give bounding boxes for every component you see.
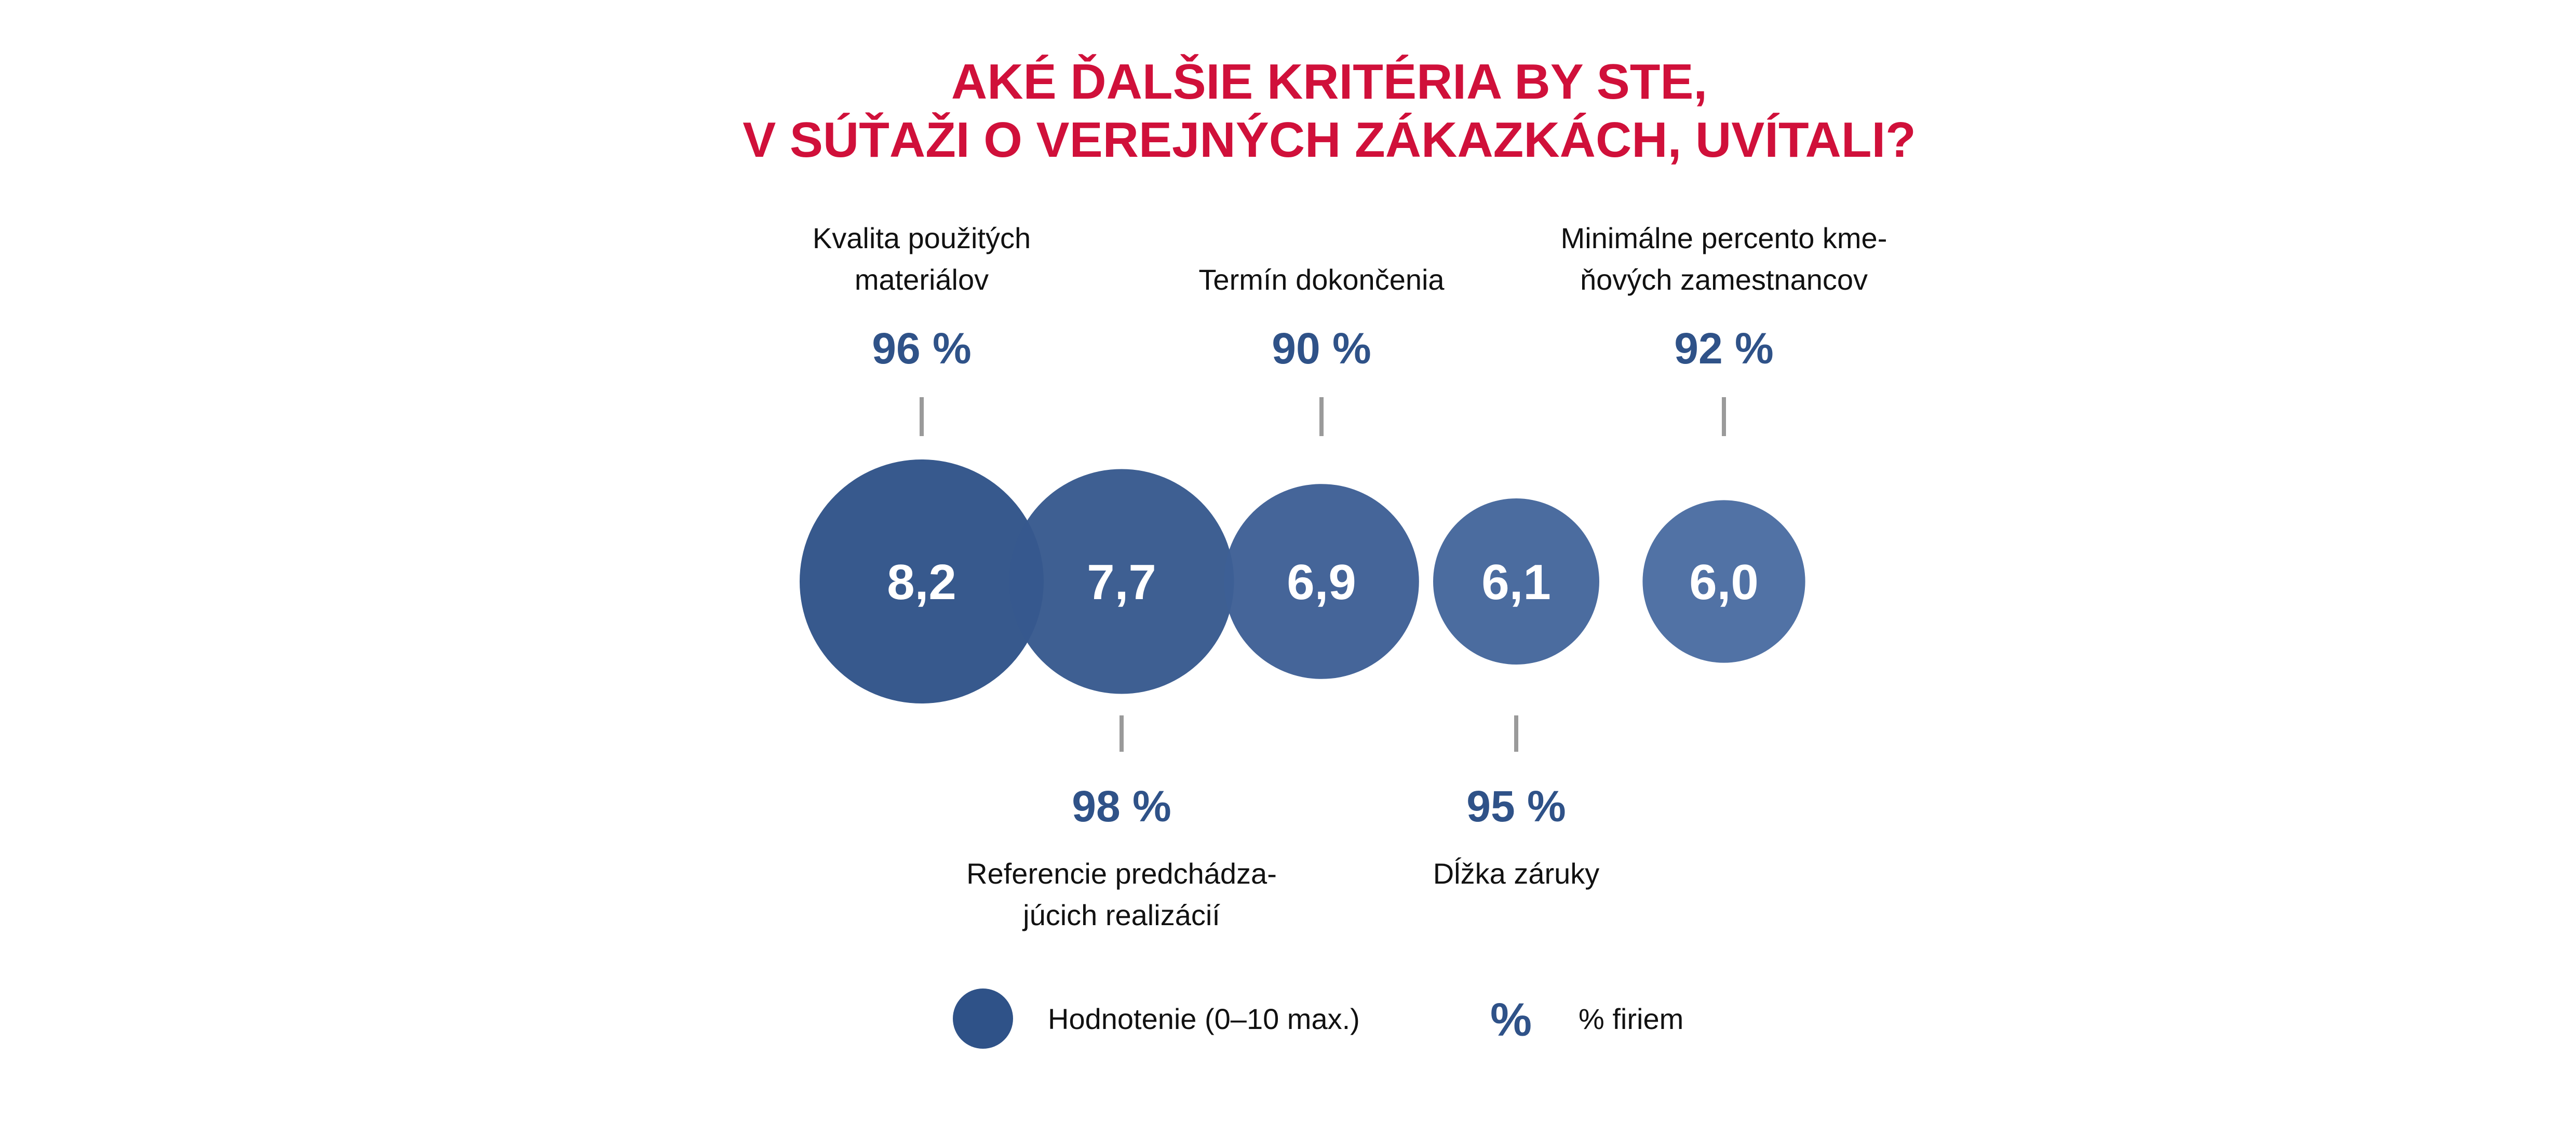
legend-percent-symbol: % xyxy=(1490,994,1532,1046)
criterion-label: Termín dokončenia xyxy=(1198,263,1445,296)
criterion-label: Minimálne percento kme- xyxy=(1561,222,1887,254)
bubble-score-label: 8,2 xyxy=(887,554,956,610)
percent-label: 96 % xyxy=(872,324,971,373)
chart-title: AKÉ ĎALŠIE KRITÉRIA BY STE,V SÚŤAŽI O VE… xyxy=(743,53,1916,168)
bubble-3 xyxy=(1224,484,1419,679)
legend-percent-label: % firiem xyxy=(1579,1003,1683,1035)
percent-label: 92 % xyxy=(1674,324,1773,373)
criterion-label: Dĺžka záruky xyxy=(1433,857,1600,890)
bubble-score-label: 6,1 xyxy=(1481,554,1550,610)
legend-circle-label: Hodnotenie (0–10 max.) xyxy=(1048,1003,1360,1035)
legend: Hodnotenie (0–10 max.)% % firiem xyxy=(953,988,1683,1049)
annotation-layer: 96 % Kvalita použitých materiálov 98 % Refer… xyxy=(813,222,1887,931)
percent-label: 90 % xyxy=(1272,324,1371,373)
criterion-label: materiálov xyxy=(855,263,989,296)
criterion-label: Referencie predchádza- xyxy=(966,857,1277,890)
bubble-5 xyxy=(1642,500,1805,663)
criterion-label: ňových zamestnancov xyxy=(1580,263,1868,296)
percent-label: 95 % xyxy=(1466,782,1566,831)
bubble-1 xyxy=(800,459,1044,703)
legend-circle-icon xyxy=(953,988,1013,1049)
bubble-score-label: 7,7 xyxy=(1087,554,1156,610)
criterion-label: Kvalita použitých xyxy=(813,222,1031,254)
chart-title-line: V SÚŤAŽI O VEREJNÝCH ZÁKAZKÁCH, UVÍTALI? xyxy=(743,112,1916,168)
bubble-4 xyxy=(1433,498,1599,665)
bubble-2 xyxy=(1009,469,1234,694)
chart-title-line: AKÉ ĎALŠIE KRITÉRIA BY STE, xyxy=(951,53,1707,110)
bubble-score-label: 6,0 xyxy=(1689,554,1758,610)
criterion-label: júcich realizácií xyxy=(1022,899,1220,931)
bubble-layer: 8,2 7,7 6,9 6,1 6,0 xyxy=(800,459,1805,703)
bubble-score-label: 6,9 xyxy=(1287,554,1356,610)
percent-label: 98 % xyxy=(1072,782,1171,831)
